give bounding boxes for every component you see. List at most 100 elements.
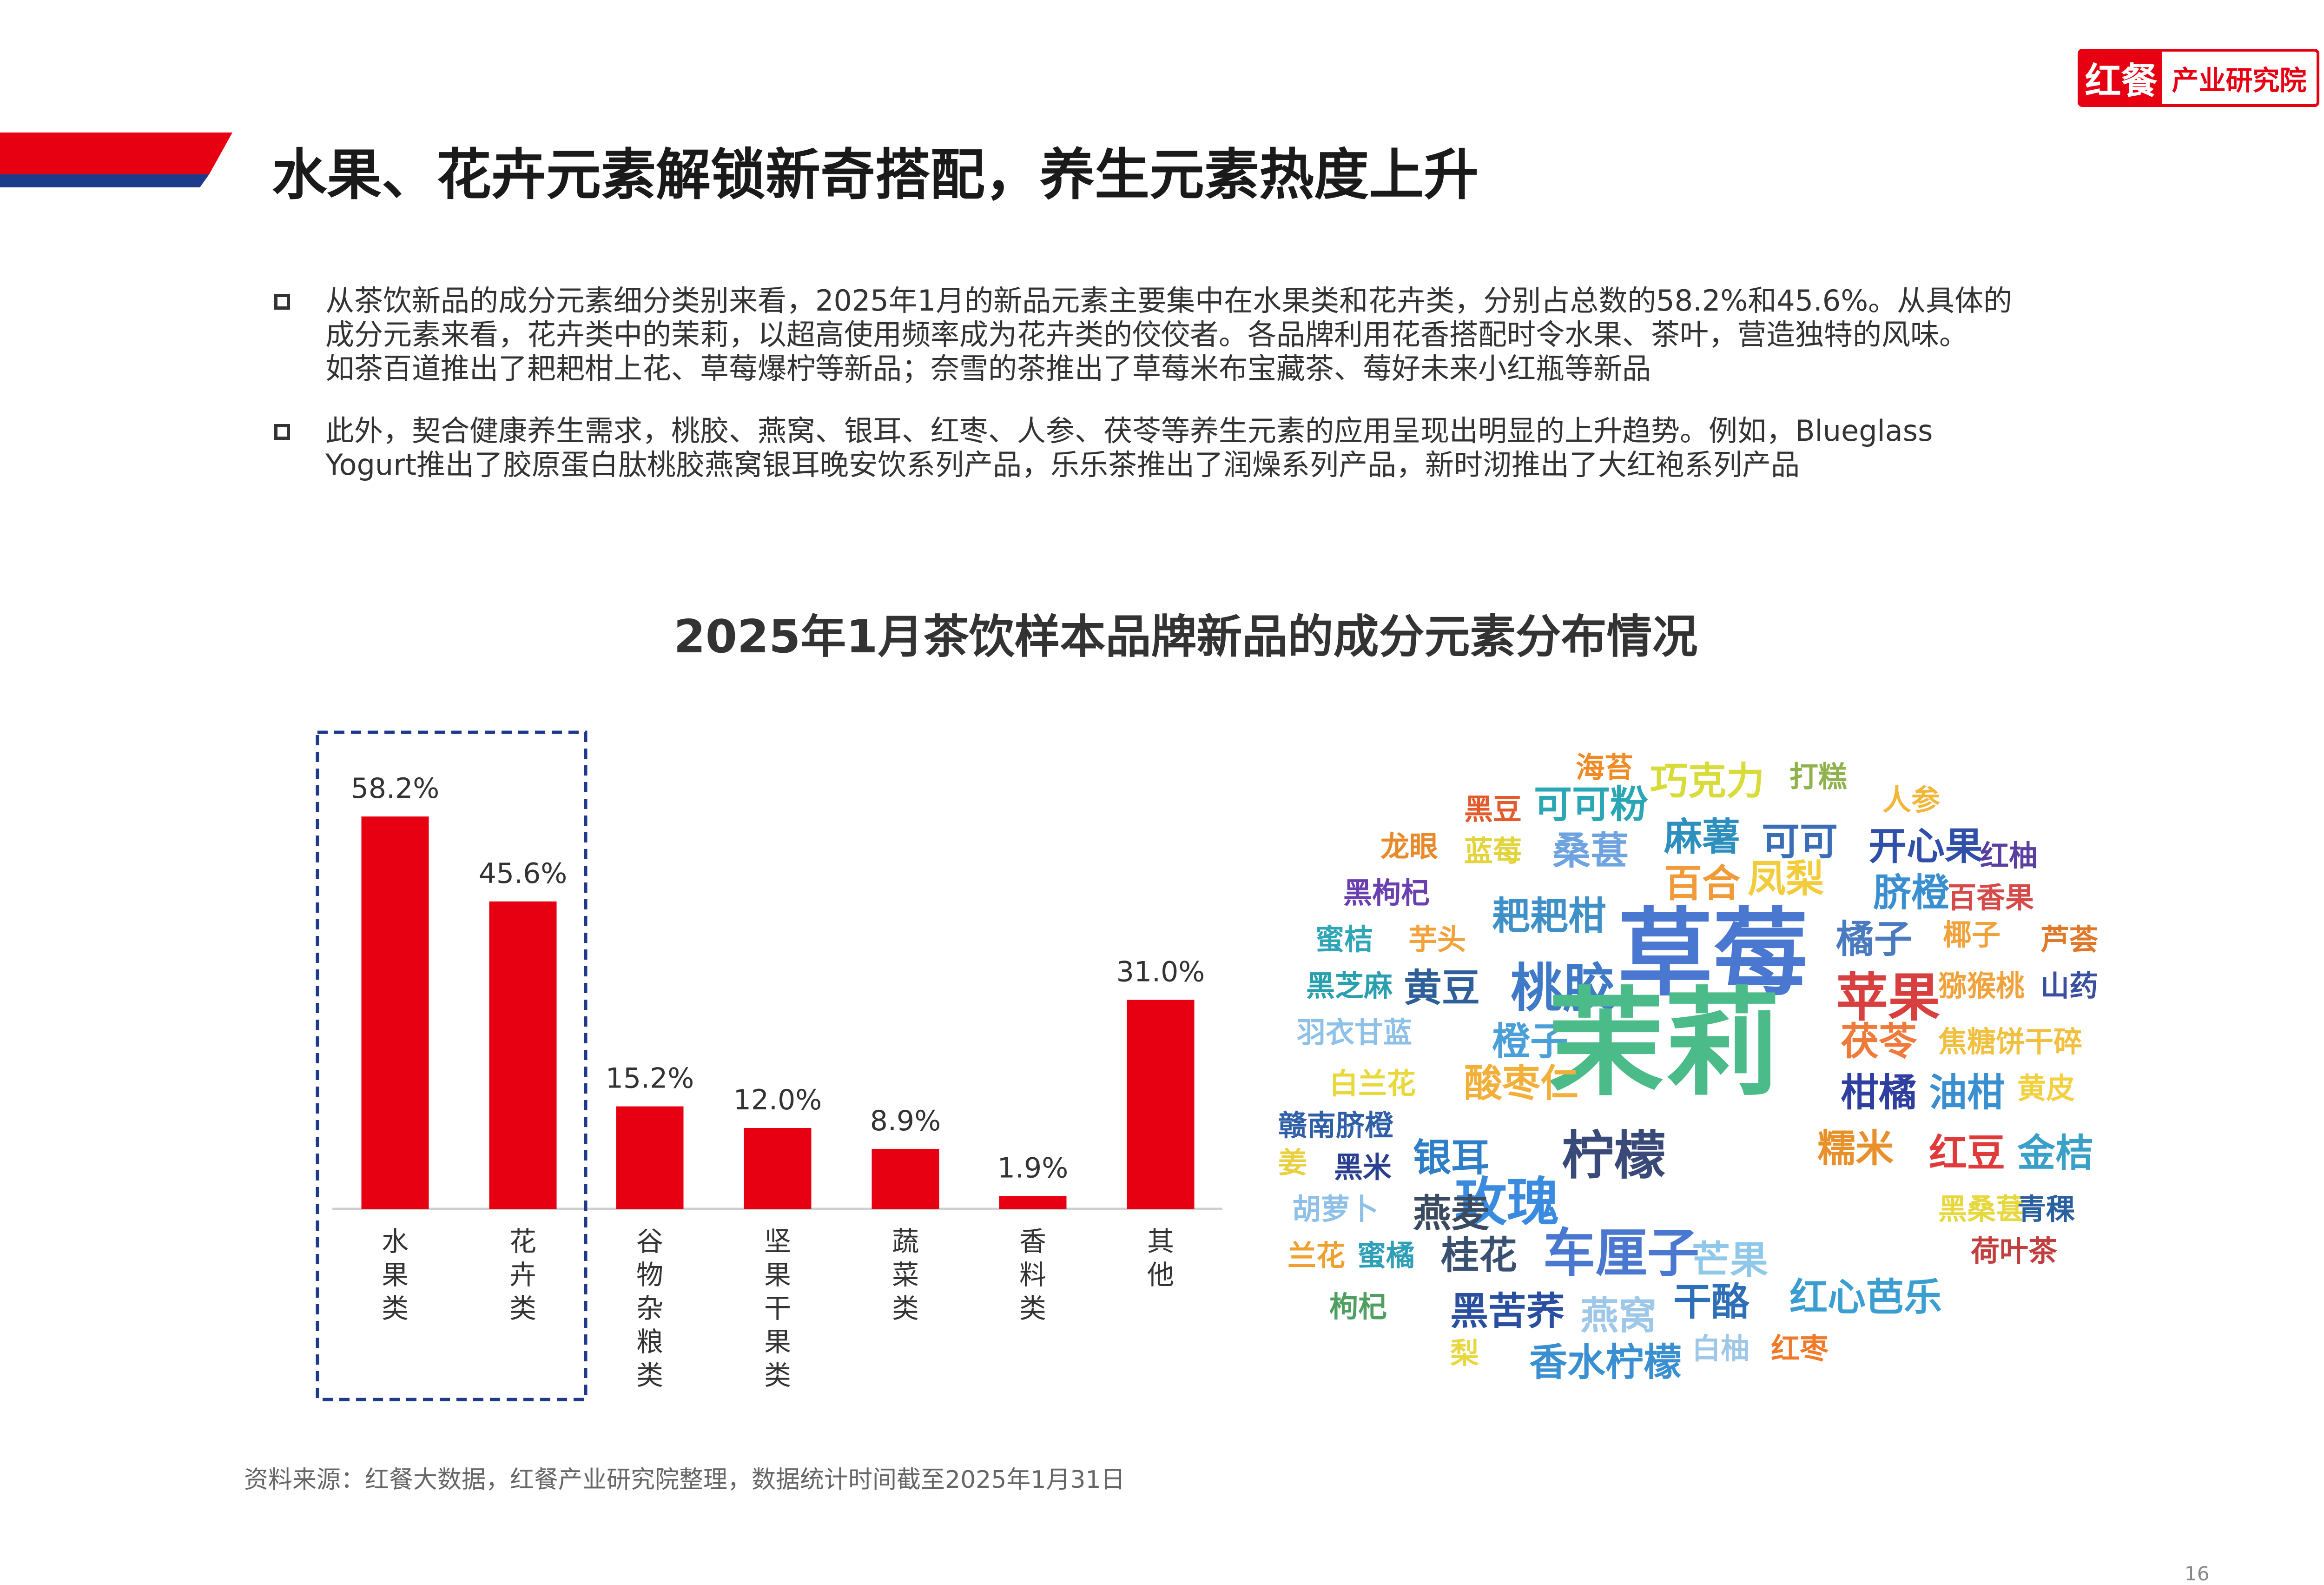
word-cloud-term: 打糕 bbox=[1789, 760, 1848, 794]
category-label: 花卉类 bbox=[509, 1226, 536, 1324]
word-cloud-term: 橘子 bbox=[1836, 917, 1913, 962]
word-cloud-term: 燕麦 bbox=[1413, 1192, 1490, 1236]
bar-value-label: 1.9% bbox=[997, 1152, 1068, 1184]
page-number: 16 bbox=[2185, 1562, 2210, 1585]
word-cloud-term: 黑芝麻 bbox=[1306, 969, 1393, 1003]
word-cloud-term: 百合 bbox=[1664, 862, 1741, 906]
word-cloud-term: 椰子 bbox=[1943, 918, 2001, 952]
word-cloud-term: 荷叶茶 bbox=[1971, 1234, 2058, 1268]
category-label: 香料类 bbox=[1019, 1226, 1046, 1324]
word-cloud-term: 油柑 bbox=[1929, 1071, 2006, 1115]
word-cloud-term: 巧克力 bbox=[1650, 759, 1765, 803]
word-cloud-term: 山药 bbox=[2040, 969, 2099, 1003]
word-cloud-term: 白兰花 bbox=[1329, 1067, 1416, 1101]
word-cloud-term: 糯米 bbox=[1817, 1127, 1894, 1171]
word-cloud-term: 芋头 bbox=[1408, 922, 1466, 956]
logo-text: 产业研究院 bbox=[2172, 64, 2307, 96]
word-cloud-term: 赣南脐橙 bbox=[1278, 1108, 1394, 1142]
bar-3 bbox=[616, 1106, 684, 1209]
word-cloud-term: 枸杞 bbox=[1329, 1290, 1387, 1324]
word-cloud-term: 红心芭乐 bbox=[1789, 1275, 1942, 1320]
word-cloud-term: 苹果 bbox=[1836, 968, 1940, 1028]
bar-6 bbox=[999, 1196, 1067, 1209]
paragraph-line: 从茶饮新品的成分元素细分类别来看，2025年1月的新品元素主要集中在水果类和花卉… bbox=[325, 284, 2013, 318]
logo-mark: 红餐 bbox=[2080, 52, 2162, 104]
bar-value-label: 8.9% bbox=[870, 1105, 941, 1137]
word-cloud-term: 麻薯 bbox=[1664, 815, 1741, 859]
word-cloud: 海苔 巧克力 打糕黑豆 可可粉 人参龙眼 蓝莓 桑葚 麻薯 可可 开心果 红柚黑枸杞 百合 凤梨 脐橙 百香… bbox=[1255, 725, 2301, 1404]
word-cloud-term: 干酪 bbox=[1673, 1280, 1750, 1324]
paragraph-2: 此外，契合健康养生需求，桃胶、燕窝、银耳、红枣、人参、茯苓等养生元素的应用呈现出… bbox=[325, 414, 1933, 482]
word-cloud-term: 柑橘 bbox=[1841, 1071, 1917, 1115]
word-cloud-term: 红豆 bbox=[1929, 1131, 2006, 1175]
word-cloud-term: 银耳 bbox=[1413, 1136, 1490, 1180]
page-title: 水果、花卉元素解锁新奇搭配，养生元素热度上升 bbox=[272, 143, 1479, 207]
word-cloud-term: 玫瑰 bbox=[1455, 1172, 1559, 1233]
word-cloud-term: 开心果 bbox=[1868, 824, 1983, 869]
paragraph-1: 从茶饮新品的成分元素细分类别来看，2025年1月的新品元素主要集中在水果类和花卉… bbox=[325, 284, 2012, 385]
word-cloud-term: 羽衣甘蓝 bbox=[1297, 1015, 1413, 1049]
word-cloud-term: 红柚 bbox=[1980, 839, 2038, 873]
paragraph-line: 此外，契合健康养生需求，桃胶、燕窝、银耳、红枣、人参、茯苓等养生元素的应用呈现出… bbox=[325, 414, 1933, 448]
word-cloud-term: 柠檬 bbox=[1562, 1126, 1666, 1186]
bar-value-label: 31.0% bbox=[1116, 956, 1205, 988]
word-cloud-term: 桃胶 bbox=[1511, 958, 1615, 1019]
word-cloud-term: 耙耙柑 bbox=[1492, 894, 1607, 938]
bar-value-label: 45.6% bbox=[479, 857, 568, 890]
bar-chart: 58.2% 水果类 45.6% 花卉类 15.2% 谷物杂粮类 12.0% 坚果干果类 8.9%… bbox=[316, 730, 1222, 1401]
word-cloud-term: 兰花 bbox=[1287, 1239, 1346, 1273]
bar-5 bbox=[872, 1148, 939, 1209]
source-note: 资料来源：红餐大数据，红餐产业研究院整理，数据统计时间截至2025年1月31日 bbox=[244, 1466, 1125, 1494]
word-cloud-term: 脐橙 bbox=[1873, 871, 1950, 915]
word-cloud-term: 芒果 bbox=[1692, 1238, 1769, 1282]
word-cloud-term: 桑葚 bbox=[1552, 829, 1629, 873]
chart-title: 2025年1月茶饮样本品牌新品的成分元素分布情况 bbox=[673, 610, 1698, 663]
word-cloud-term: 梨 bbox=[1450, 1336, 1479, 1370]
word-cloud-term: 黑豆 bbox=[1464, 792, 1522, 826]
word-cloud-term: 黄豆 bbox=[1404, 966, 1480, 1010]
bullet-marker bbox=[274, 424, 290, 440]
word-cloud-term: 胡萝卜 bbox=[1292, 1192, 1379, 1226]
bar-1 bbox=[361, 816, 429, 1209]
word-cloud-term: 香水柠檬 bbox=[1529, 1340, 1682, 1385]
word-cloud-term: 海苔 bbox=[1576, 750, 1634, 784]
word-cloud-term: 黑枸杞 bbox=[1343, 876, 1430, 910]
word-cloud-term: 龙眼 bbox=[1380, 829, 1439, 863]
word-cloud-term: 黑桑葚 bbox=[1938, 1192, 2025, 1226]
category-label: 水果类 bbox=[382, 1226, 409, 1324]
word-cloud-term: 燕窝 bbox=[1580, 1294, 1657, 1338]
bar-value-label: 15.2% bbox=[606, 1062, 694, 1095]
word-cloud-term: 草莓 bbox=[1618, 899, 1808, 1009]
word-cloud-term: 金桔 bbox=[2017, 1131, 2094, 1175]
word-cloud-term: 可可粉 bbox=[1534, 783, 1649, 827]
paragraph-line: 如茶百道推出了耙耙柑上花、草莓爆柠等新品；奈雪的茶推出了草莓米布宝藏茶、莓好未来… bbox=[325, 351, 1651, 385]
word-cloud-term: 凤梨 bbox=[1748, 857, 1824, 901]
category-label: 坚果干果类 bbox=[764, 1226, 791, 1391]
bar-value-label: 12.0% bbox=[733, 1084, 822, 1116]
word-cloud-term: 桂花 bbox=[1441, 1234, 1518, 1278]
category-label: 蔬菜类 bbox=[892, 1226, 919, 1324]
bar-2 bbox=[489, 901, 557, 1209]
word-cloud-term: 人参 bbox=[1882, 783, 1941, 817]
category-label: 其他 bbox=[1147, 1226, 1174, 1291]
word-cloud-term: 百香果 bbox=[1948, 881, 2034, 915]
highlight-dashed-box bbox=[316, 730, 588, 1401]
category-label: 谷物杂粮类 bbox=[636, 1226, 663, 1391]
word-cloud-term: 可可 bbox=[1762, 820, 1838, 864]
word-cloud-term: 芦荟 bbox=[2040, 922, 2099, 956]
word-cloud-term: 黄皮 bbox=[2017, 1071, 2075, 1105]
word-cloud-term: 橙子 bbox=[1492, 1020, 1569, 1064]
brand-logo: 红餐 产业研究院 bbox=[2078, 49, 2319, 107]
word-cloud-term: 茉莉 bbox=[1548, 976, 1780, 1111]
word-cloud-term: 蓝莓 bbox=[1464, 834, 1522, 868]
paragraph-line: Yogurt推出了胶原蛋白肽桃胶燕窝银耳晚安饮系列产品，乐乐茶推出了润燥系列产品… bbox=[325, 448, 1800, 482]
word-cloud-term: 白柚 bbox=[1692, 1332, 1750, 1366]
word-cloud-term: 黑米 bbox=[1334, 1150, 1392, 1184]
bar-value-label: 58.2% bbox=[351, 772, 440, 805]
bar-4 bbox=[744, 1128, 812, 1209]
word-cloud-term: 焦糖饼干碎 bbox=[1938, 1025, 2083, 1059]
word-cloud-term: 姜 bbox=[1278, 1146, 1307, 1180]
title-banner-stripe bbox=[0, 133, 232, 187]
word-cloud-term: 黑苦荞 bbox=[1450, 1289, 1565, 1333]
word-cloud-term: 猕猴桃 bbox=[1938, 969, 2025, 1003]
